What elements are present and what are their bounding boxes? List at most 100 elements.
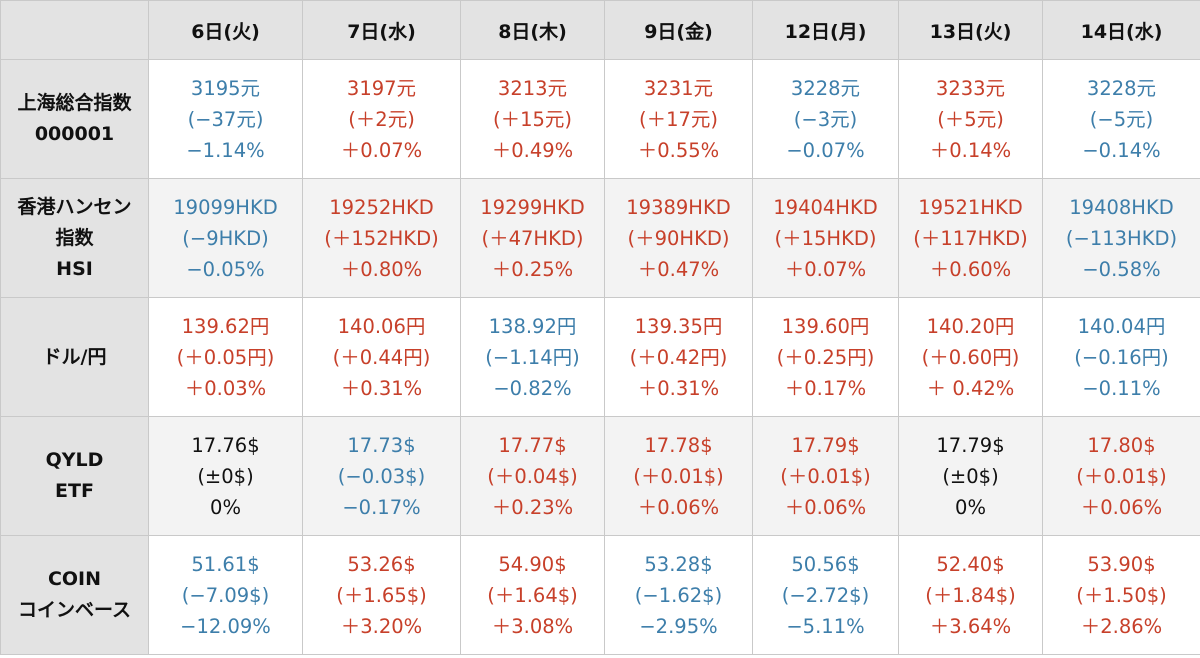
change-amount: (＋0.44円) — [332, 345, 431, 369]
change-percent: −0.11% — [1082, 376, 1161, 400]
change-percent: ＋0.23% — [491, 495, 574, 519]
date-header: 8日(木) — [460, 0, 605, 60]
change-amount: (−5元) — [1089, 107, 1154, 131]
change-percent: ＋2.86% — [1080, 614, 1163, 638]
change-percent: −0.05% — [186, 257, 265, 281]
change-percent: ＋0.25% — [491, 257, 574, 281]
price-value: 19404HKD — [773, 195, 878, 219]
value-cell: 51.61$ (−7.09$) −12.09% — [148, 535, 303, 655]
change-amount: (＋15元) — [492, 107, 573, 131]
change-amount: (＋117HKD) — [913, 226, 1028, 250]
price-value: 17.78$ — [644, 433, 713, 457]
price-value: 19408HKD — [1069, 195, 1174, 219]
value-cell: 50.56$ (−2.72$) −5.11% — [752, 535, 899, 655]
price-value: 3213元 — [497, 76, 568, 100]
price-value: 17.80$ — [1087, 433, 1156, 457]
date-header: 12日(月) — [752, 0, 899, 60]
price-value: 138.92円 — [488, 314, 577, 338]
price-value: 17.79$ — [936, 433, 1005, 457]
row-label: QYLD ETF — [0, 416, 149, 536]
value-cell: 17.78$ (＋0.01$) ＋0.06% — [604, 416, 753, 536]
change-percent: −1.14% — [186, 138, 265, 162]
price-value: 140.04円 — [1077, 314, 1166, 338]
value-cell: 3231元 (＋17元) ＋0.55% — [604, 59, 753, 179]
value-cell: 17.73$ (−0.03$) −0.17% — [302, 416, 461, 536]
price-value: 3195元 — [190, 76, 261, 100]
date-header: 7日(水) — [302, 0, 461, 60]
value-cell: 140.20円 (＋0.60円) ＋ 0.42% — [898, 297, 1043, 417]
row-label-line: 指数 — [55, 226, 94, 249]
price-value: 17.73$ — [347, 433, 416, 457]
row-label-line: COIN — [47, 568, 102, 590]
change-percent: 0% — [955, 495, 986, 519]
change-percent: ＋0.17% — [784, 376, 867, 400]
change-amount: (＋0.25円) — [776, 345, 875, 369]
change-percent: −12.09% — [180, 614, 271, 638]
value-cell: 3197元 (＋2元) ＋0.07% — [302, 59, 461, 179]
change-percent: ＋0.06% — [637, 495, 720, 519]
change-amount: (＋0.01$) — [780, 464, 871, 488]
value-cell: 17.77$ (＋0.04$) ＋0.23% — [460, 416, 605, 536]
change-percent: ＋0.47% — [637, 257, 720, 281]
change-amount: (−1.14円) — [485, 345, 580, 369]
change-amount: (＋17元) — [638, 107, 719, 131]
row-label: ドル/円 — [0, 297, 149, 417]
row-label-line: ドル/円 — [42, 345, 107, 368]
date-header: 6日(火) — [148, 0, 303, 60]
value-cell: 53.26$ (＋1.65$) ＋3.20% — [302, 535, 461, 655]
change-amount: (＋2元) — [348, 107, 415, 131]
change-percent: ＋0.07% — [784, 257, 867, 281]
row-label-line: 香港ハンセン — [17, 195, 132, 218]
price-value: 53.90$ — [1087, 552, 1156, 576]
change-amount: (＋0.01$) — [1076, 464, 1167, 488]
price-value: 17.76$ — [191, 433, 260, 457]
change-amount: (＋1.65$) — [336, 583, 427, 607]
change-percent: ＋0.06% — [1080, 495, 1163, 519]
change-amount: (＋0.42円) — [629, 345, 728, 369]
date-header: 9日(金) — [604, 0, 753, 60]
price-value: 140.20円 — [926, 314, 1015, 338]
corner-cell — [0, 0, 149, 60]
price-value: 3197元 — [346, 76, 417, 100]
change-percent: ＋0.55% — [637, 138, 720, 162]
change-percent: −2.95% — [639, 614, 718, 638]
price-value: 54.90$ — [498, 552, 567, 576]
change-percent: 0% — [210, 495, 241, 519]
change-amount: (＋0.01$) — [633, 464, 724, 488]
change-amount: (＋1.84$) — [925, 583, 1016, 607]
value-cell: 3233元 (＋5元) ＋0.14% — [898, 59, 1043, 179]
price-value: 17.79$ — [791, 433, 860, 457]
change-percent: ＋0.03% — [184, 376, 267, 400]
row-label: 香港ハンセン 指数 HSI — [0, 178, 149, 298]
table-row: COIN コインベース 51.61$ (−7.09$) −12.09% 53.26$ (＋1… — [0, 535, 1200, 655]
value-cell: 17.76$ (±0$) 0% — [148, 416, 303, 536]
change-amount: (−113HKD) — [1065, 226, 1178, 250]
change-percent: −0.14% — [1082, 138, 1161, 162]
price-value: 3231元 — [643, 76, 714, 100]
change-amount: (−3元) — [793, 107, 858, 131]
value-cell: 139.62円 (＋0.05円) ＋0.03% — [148, 297, 303, 417]
change-amount: (−1.62$) — [634, 583, 723, 607]
value-cell: 52.40$ (＋1.84$) ＋3.64% — [898, 535, 1043, 655]
price-value: 139.60円 — [781, 314, 870, 338]
change-amount: (＋5元) — [937, 107, 1004, 131]
change-percent: ＋3.20% — [340, 614, 423, 638]
change-amount: (−37元) — [187, 107, 264, 131]
change-amount: (−0.16円) — [1074, 345, 1169, 369]
price-value: 3233元 — [935, 76, 1006, 100]
price-value: 53.28$ — [644, 552, 713, 576]
table-row: QYLD ETF 17.76$ (±0$) 0% 17.73$ (−0.03$) −0.17%… — [0, 416, 1200, 536]
change-percent: ＋3.08% — [491, 614, 574, 638]
change-percent: ＋0.80% — [340, 257, 423, 281]
row-label-line: QYLD — [45, 449, 104, 471]
price-value: 19389HKD — [626, 195, 731, 219]
change-percent: ＋3.64% — [929, 614, 1012, 638]
price-value: 140.06円 — [337, 314, 426, 338]
row-label: 上海総合指数 000001 — [0, 59, 149, 179]
value-cell: 19252HKD (＋152HKD) ＋0.80% — [302, 178, 461, 298]
change-percent: ＋0.14% — [929, 138, 1012, 162]
row-label-line: 000001 — [34, 123, 115, 145]
value-cell: 19404HKD (＋15HKD) ＋0.07% — [752, 178, 899, 298]
change-percent: ＋0.31% — [340, 376, 423, 400]
